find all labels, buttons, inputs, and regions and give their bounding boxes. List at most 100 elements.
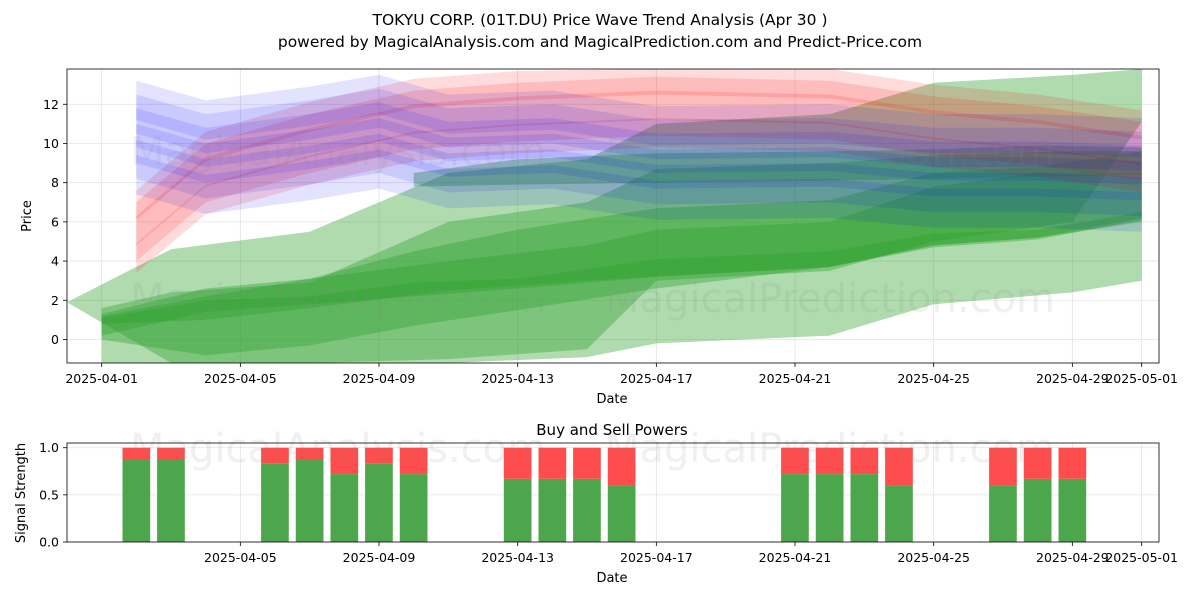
- chart-title: TOKYU CORP. (01T.DU) Price Wave Trend An…: [371, 11, 827, 29]
- price-y-tick-label: 0: [51, 332, 59, 347]
- sell-bar: [607, 447, 636, 486]
- band-red-5: [136, 69, 1142, 220]
- buy-bar: [261, 463, 289, 542]
- band-green-wide-2: [101, 151, 1142, 363]
- sell-bar: [815, 447, 844, 475]
- power-x-tick-label: 2025-04-21: [759, 550, 832, 565]
- band-blue-2: [136, 118, 1142, 201]
- buy-bar: [295, 459, 324, 542]
- buy-bar: [607, 485, 636, 542]
- price-bands: [67, 69, 1142, 363]
- band-red-3: [136, 118, 1142, 273]
- power-x-tick-label: 2025-04-29: [1036, 550, 1109, 565]
- band-blue-1: [136, 88, 1142, 171]
- buy-bar: [365, 463, 393, 542]
- band-blue-5: [136, 74, 1142, 158]
- power-axis-ticks: 2025-04-05 2025-04-09 2025-04-13 2025-04-17…: [39, 440, 1178, 565]
- sell-bar: [122, 447, 151, 459]
- band-green-wide-1: [67, 69, 1142, 363]
- band-blue-6: [136, 149, 1142, 232]
- price-y-tick-label: 2: [51, 293, 59, 308]
- band-red-1: [136, 106, 1142, 262]
- buy-sell-power-plot: Buy and Sell Powers MagicalAnalysis.com …: [14, 421, 1178, 586]
- power-y-tick-label: 0.0: [39, 535, 59, 550]
- watermark-analysis-bottom: MagicalAnalysis.com: [130, 426, 546, 472]
- buy-bar: [157, 459, 185, 542]
- price-y-tick-label: 6: [51, 214, 59, 229]
- buy-bar: [989, 485, 1017, 542]
- buy-bar: [1058, 478, 1087, 542]
- price-axis-ticks: 2025-04-01 2025-04-05 2025-04-09 2025-04-13…: [43, 97, 1178, 386]
- power-y-tick-label: 1.0: [39, 440, 59, 455]
- sell-bar: [157, 447, 185, 459]
- price-x-tick-label: 2025-05-01: [1105, 371, 1178, 386]
- price-y-tick-label: 8: [51, 175, 59, 190]
- band-green-mid-2: [101, 172, 1142, 324]
- price-wave-plot: MagicalAnalysis.com MagicalPrediction.co…: [20, 68, 1178, 407]
- buy-bar: [815, 474, 844, 542]
- sell-bar: [261, 447, 289, 464]
- power-x-tick-label: 2025-04-25: [897, 550, 970, 565]
- sell-bar: [503, 447, 532, 479]
- price-x-tick-label: 2025-04-25: [897, 371, 970, 386]
- sell-bar: [885, 447, 913, 486]
- sell-bar: [1023, 447, 1052, 479]
- buy-bar: [1023, 478, 1052, 542]
- sell-bar: [850, 447, 879, 475]
- buy-sell-title: Buy and Sell Powers: [536, 421, 688, 439]
- price-x-tick-label: 2025-04-13: [481, 371, 554, 386]
- chart-subtitle: powered by MagicalAnalysis.com and Magic…: [278, 33, 922, 51]
- sell-bar: [538, 447, 567, 479]
- power-bars: [122, 447, 1087, 542]
- watermark-prediction-top: MagicalPrediction.com: [605, 129, 1055, 175]
- band-green-high: [413, 145, 1142, 187]
- power-x-tick-label: 2025-04-05: [204, 550, 277, 565]
- power-x-tick-label: 2025-04-09: [343, 550, 416, 565]
- price-x-axis-label: Date: [596, 392, 627, 407]
- power-y-axis-label: Signal Strength: [14, 443, 29, 543]
- band-red-2: [136, 90, 1142, 246]
- sell-bar: [399, 447, 428, 475]
- band-blue-3: [136, 102, 1142, 185]
- price-x-tick-label: 2025-04-09: [343, 371, 416, 386]
- watermark-prediction-bottom: MagicalPrediction.com: [605, 426, 1055, 472]
- power-plot-frame: [66, 442, 1160, 543]
- sell-bar: [573, 447, 601, 479]
- price-x-tick-label: 2025-04-05: [204, 371, 277, 386]
- watermark-prediction-mid: MagicalPrediction.com: [605, 276, 1055, 322]
- price-plot-frame: [66, 68, 1160, 364]
- price-y-tick-label: 4: [51, 254, 59, 269]
- buy-bar: [122, 459, 151, 542]
- power-x-tick-label: 2025-05-01: [1105, 550, 1178, 565]
- buy-bar: [573, 478, 601, 542]
- sell-bar: [781, 447, 809, 475]
- band-green-mid-1: [101, 151, 1142, 356]
- sell-bar: [330, 447, 359, 475]
- band-green-narrow: [101, 212, 1142, 336]
- sell-bar: [989, 447, 1017, 486]
- band-red-4: [136, 76, 1142, 232]
- watermark-analysis-mid: MagicalAnalysis.com: [130, 276, 546, 322]
- power-y-tick-label: 0.5: [39, 487, 59, 502]
- price-grid: [67, 69, 1159, 363]
- watermark-analysis-top: MagicalAnalysis.com: [130, 129, 546, 175]
- price-x-tick-label: 2025-04-17: [620, 371, 693, 386]
- buy-bar: [330, 474, 359, 542]
- price-x-tick-label: 2025-04-01: [65, 371, 138, 386]
- price-x-tick-label: 2025-04-21: [759, 371, 832, 386]
- buy-bar: [781, 474, 809, 542]
- buy-bar: [503, 478, 532, 542]
- sell-bar: [365, 447, 393, 464]
- band-blue-4: [136, 133, 1142, 216]
- price-y-tick-label: 10: [43, 136, 59, 151]
- sell-bar: [1058, 447, 1087, 479]
- power-x-tick-label: 2025-04-17: [620, 550, 693, 565]
- buy-bar: [399, 474, 428, 542]
- price-y-axis-label: Price: [20, 200, 35, 232]
- buy-bar: [850, 474, 879, 542]
- power-x-axis-label: Date: [596, 571, 627, 586]
- price-y-tick-label: 12: [43, 97, 59, 112]
- buy-bar: [538, 478, 567, 542]
- power-x-tick-label: 2025-04-13: [481, 550, 554, 565]
